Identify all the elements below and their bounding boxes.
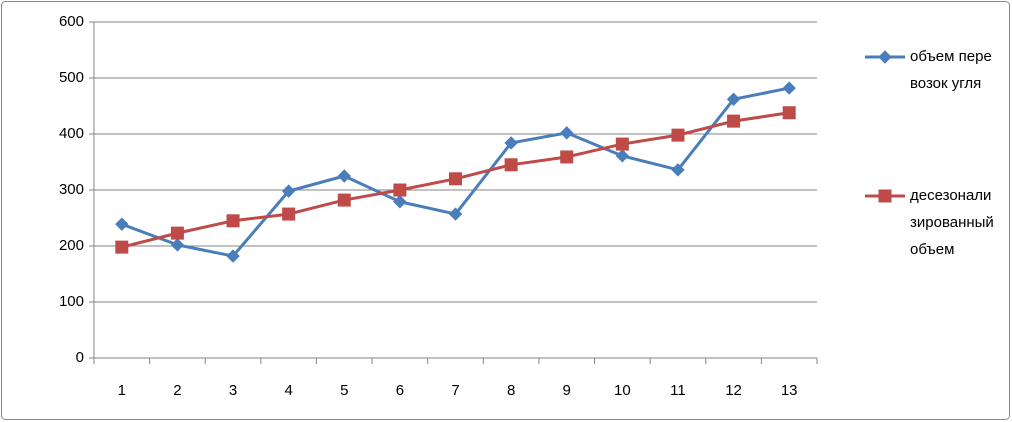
x-tick-label: 8: [507, 382, 515, 399]
x-tick-label: 2: [173, 382, 181, 399]
data-point: [560, 150, 574, 164]
x-tick-label: 13: [781, 382, 798, 399]
legend-label: объем перевозок угля: [910, 48, 992, 92]
y-tick-label: 300: [59, 181, 84, 198]
data-point: [393, 195, 407, 209]
x-tick-label: 5: [340, 382, 348, 399]
data-point: [726, 92, 741, 106]
y-tick-label: 100: [59, 293, 84, 310]
data-point: [115, 217, 129, 231]
data-point: [281, 184, 296, 198]
data-point: [226, 214, 240, 228]
data-point: [671, 128, 685, 142]
x-tick-label: 7: [451, 382, 459, 399]
data-point: [671, 163, 685, 177]
data-point: [337, 169, 351, 183]
x-tick-label: 11: [670, 382, 686, 399]
data-point: [170, 226, 184, 240]
y-tick-label: 400: [59, 125, 84, 142]
x-tick-label: 1: [118, 382, 126, 399]
data-point: [226, 249, 240, 263]
data-point: [782, 81, 796, 95]
data-point: [504, 136, 518, 150]
data-point: [449, 172, 462, 186]
x-tick-label: 6: [396, 382, 404, 399]
x-tick-label: 9: [563, 382, 571, 399]
data-point: [615, 149, 630, 163]
data-point: [560, 126, 574, 140]
y-tick-label: 200: [59, 237, 84, 254]
y-tick-label: 0: [76, 349, 84, 366]
x-tick-label: 10: [614, 382, 631, 399]
data-point: [170, 238, 185, 252]
y-tick-label: 600: [59, 13, 84, 30]
data-point: [115, 240, 129, 254]
legend-marker: [878, 50, 892, 64]
data-point: [504, 158, 518, 172]
data-point: [448, 207, 463, 221]
data-point: [782, 106, 796, 120]
legend-label: десезонализированный объем: [910, 187, 994, 258]
x-tick-label: 12: [725, 382, 742, 399]
legend-marker: [878, 189, 892, 203]
data-point: [337, 193, 351, 207]
x-tick-label: 3: [229, 382, 237, 399]
data-point: [615, 137, 629, 151]
data-point: [393, 183, 407, 197]
data-point: [282, 207, 296, 221]
x-tick-label: 4: [284, 382, 292, 399]
y-tick-label: 500: [59, 69, 84, 86]
data-point: [727, 114, 741, 128]
